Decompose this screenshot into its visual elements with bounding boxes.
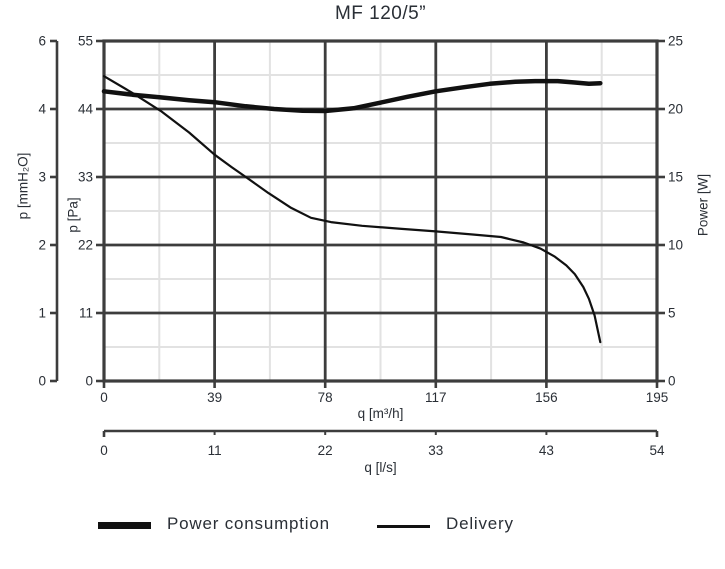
pa-tick-label: 11 <box>79 306 93 321</box>
ls-tick-label: 54 <box>649 443 665 458</box>
x-axis-title-ls: q [l/s] <box>364 460 397 475</box>
power-tick-label: 10 <box>668 238 683 253</box>
plot-border <box>102 39 659 383</box>
x-tick-label: 117 <box>425 390 447 405</box>
mmh2o-tick-label: 6 <box>38 34 46 49</box>
x-tick-label: 156 <box>535 390 558 405</box>
mmh2o-tick-label: 0 <box>38 374 46 389</box>
legend-swatch-power-consumption <box>98 522 151 529</box>
x-tick-label: 195 <box>646 390 669 405</box>
mmh2o-tick-label: 3 <box>38 170 46 185</box>
y-axis-title-mmh2o: p [mmH₂O] <box>15 152 31 220</box>
ls-tick-label: 0 <box>100 443 108 458</box>
x-tick-label: 0 <box>100 390 108 405</box>
ls-tick-label: 11 <box>208 443 222 458</box>
power-tick-label: 5 <box>668 306 676 321</box>
legend-swatch-delivery <box>377 525 430 528</box>
ls-tick-label: 33 <box>428 443 443 458</box>
power-tick-label: 25 <box>668 34 683 49</box>
x-tick-label: 39 <box>207 390 222 405</box>
mmh2o-tick-label: 4 <box>38 102 46 117</box>
legend-label-delivery: Delivery <box>446 514 514 533</box>
legend-label-power-consumption: Power consumption <box>167 514 330 533</box>
mmh2o-tick-label: 1 <box>38 306 46 321</box>
power-tick-label: 20 <box>668 102 683 117</box>
y-axis-title-pa: p [Pa] <box>65 197 81 233</box>
x-axis-title-m3h: q [m³/h] <box>357 406 404 421</box>
series-power-consumption <box>101 78 603 114</box>
mmh2o-tick-label: 2 <box>38 238 46 253</box>
y-axis-title-power: Power [W] <box>695 173 711 237</box>
series-delivery <box>102 75 602 344</box>
pa-tick-label: 33 <box>78 170 93 185</box>
power-tick-label: 0 <box>668 374 676 389</box>
ls-tick-label: 43 <box>539 443 554 458</box>
pa-tick-label: 55 <box>78 34 93 49</box>
x-tick-label: 78 <box>318 390 333 405</box>
chart-title: MF 120/5” <box>334 3 427 24</box>
ls-tick-label: 22 <box>318 443 333 458</box>
pa-tick-label: 22 <box>78 238 93 253</box>
pa-tick-label: 0 <box>85 374 93 389</box>
pa-tick-label: 44 <box>78 102 94 117</box>
power-tick-label: 15 <box>668 170 683 185</box>
